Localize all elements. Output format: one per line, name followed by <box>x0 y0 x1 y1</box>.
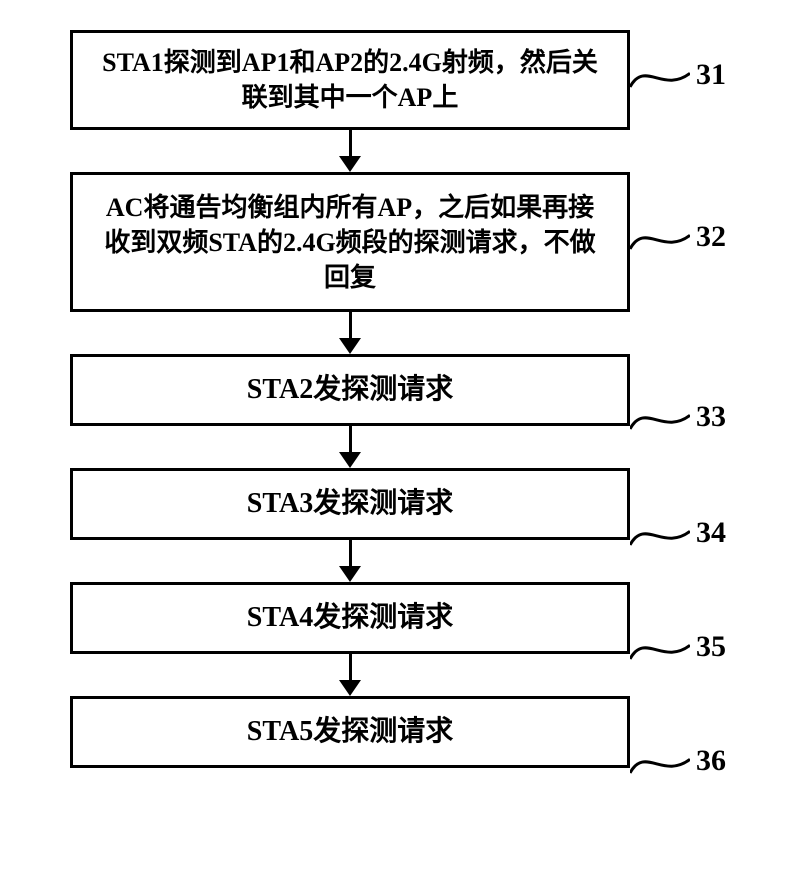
node-label-36: 36 <box>630 744 726 778</box>
flow-arrow <box>339 426 361 468</box>
flow-node-n2: AC将通告均衡组内所有AP，之后如果再接收到双频STA的2.4G频段的探测请求，… <box>70 172 630 312</box>
flow-node-n3: STA2发探测请求 <box>70 354 630 426</box>
flow-node-text: STA2发探测请求 <box>247 371 453 409</box>
flowchart-canvas: STA1探测到AP1和AP2的2.4G射频，然后关联到其中一个AP上 AC将通告均… <box>0 0 800 878</box>
label-connector <box>630 744 690 778</box>
flow-arrow <box>339 540 361 582</box>
node-label-35: 35 <box>630 630 726 664</box>
node-label-31: 31 <box>630 58 726 92</box>
label-text: 31 <box>696 58 726 92</box>
label-text: 32 <box>696 220 726 254</box>
node-label-34: 34 <box>630 516 726 550</box>
flowchart-column: STA1探测到AP1和AP2的2.4G射频，然后关联到其中一个AP上 AC将通告均… <box>70 30 630 768</box>
flow-arrow <box>339 654 361 696</box>
flow-node-n6: STA5发探测请求 <box>70 696 630 768</box>
flow-node-n4: STA3发探测请求 <box>70 468 630 540</box>
label-connector <box>630 630 690 664</box>
flow-node-text: STA4发探测请求 <box>247 599 453 637</box>
flow-node-n5: STA4发探测请求 <box>70 582 630 654</box>
flow-node-text: AC将通告均衡组内所有AP，之后如果再接收到双频STA的2.4G频段的探测请求，… <box>93 190 607 295</box>
flow-node-text: STA5发探测请求 <box>247 713 453 751</box>
label-connector <box>630 400 690 434</box>
flow-node-n1: STA1探测到AP1和AP2的2.4G射频，然后关联到其中一个AP上 <box>70 30 630 130</box>
label-text: 36 <box>696 744 726 778</box>
label-text: 34 <box>696 516 726 550</box>
flow-arrow <box>339 312 361 354</box>
node-label-33: 33 <box>630 400 726 434</box>
label-connector <box>630 58 690 92</box>
flow-arrow <box>339 130 361 172</box>
label-connector <box>630 220 690 254</box>
flow-node-text: STA3发探测请求 <box>247 485 453 523</box>
label-connector <box>630 516 690 550</box>
label-text: 33 <box>696 400 726 434</box>
node-label-32: 32 <box>630 220 726 254</box>
label-text: 35 <box>696 630 726 664</box>
flow-node-text: STA1探测到AP1和AP2的2.4G射频，然后关联到其中一个AP上 <box>93 45 607 115</box>
